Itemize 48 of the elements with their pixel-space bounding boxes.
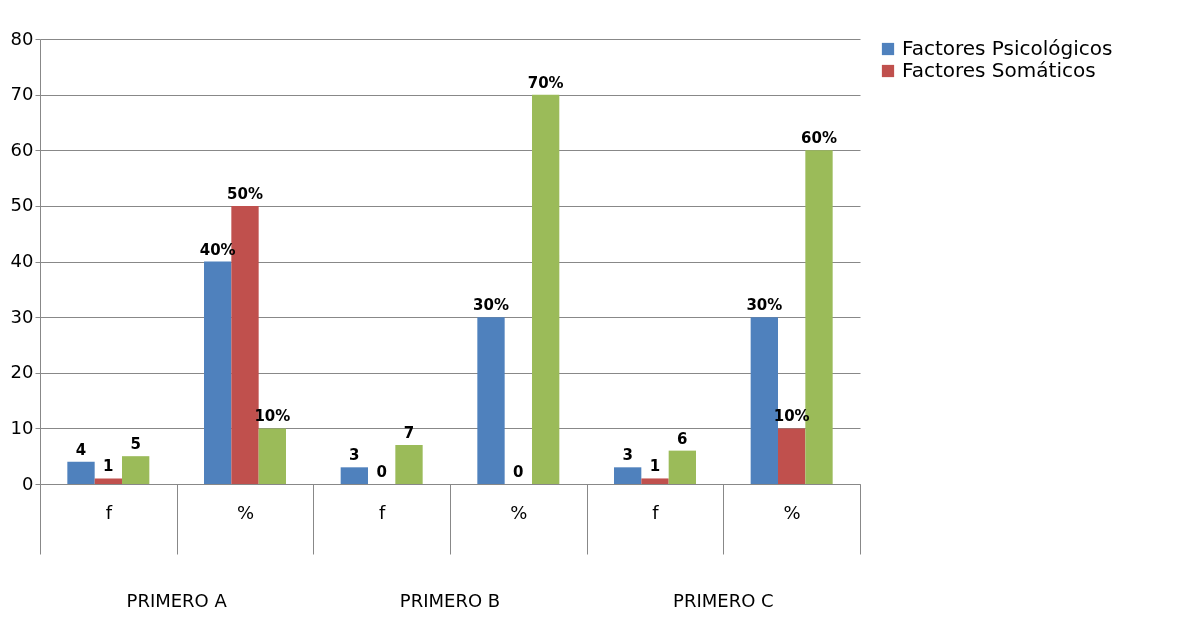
text: PRIMERO A: [126, 590, 228, 611]
y-tick-label: 10: [10, 416, 34, 438]
data-label: 60%: [801, 129, 837, 148]
y-tick-label: 70: [10, 83, 34, 105]
bar: [395, 445, 423, 484]
data-label: 3: [349, 446, 360, 465]
data-label: 0: [376, 463, 387, 481]
text: PRIMERO C: [673, 590, 774, 611]
bar: [668, 450, 696, 484]
data-label: 6: [677, 429, 688, 448]
x-tick-label: %: [783, 501, 801, 523]
y-tick-label: 0: [22, 472, 34, 494]
x-tick-label: %: [236, 501, 255, 523]
bar: [258, 428, 286, 484]
y-tick-label: 20: [10, 361, 34, 383]
legend-label: Factores Psicológicos: [902, 36, 1113, 60]
bar: [204, 261, 232, 484]
bar: [67, 461, 95, 484]
bar: [641, 478, 669, 484]
data-label: 1: [103, 457, 114, 476]
x-tick-label: %: [510, 501, 528, 523]
data-label: 7: [403, 424, 415, 443]
y-tick-label: 40: [10, 250, 34, 271]
y-tick-label: 30: [10, 305, 34, 327]
bar: [340, 467, 368, 484]
data-label: 30%: [746, 296, 783, 315]
legend-label: Factores Somáticos: [902, 58, 1096, 82]
data-label: 1: [649, 457, 661, 476]
data-label: 70%: [527, 73, 564, 92]
data-label: 4: [75, 440, 87, 459]
bar: [477, 317, 505, 484]
bar: [532, 94, 560, 484]
y-tick-label: 60: [10, 138, 34, 160]
data-label: 30%: [473, 296, 509, 315]
bar: [778, 428, 806, 484]
bar: [94, 478, 122, 484]
y-tick-label: 50: [10, 194, 34, 216]
text: PRIMERO B: [399, 590, 501, 611]
bar: [614, 467, 642, 484]
y-tick-label: 80: [10, 27, 34, 49]
data-label: 0: [513, 463, 524, 481]
x-tick-label: f: [652, 501, 660, 523]
data-label: 3: [622, 446, 633, 465]
x-tick-label: f: [378, 501, 386, 523]
bar: [122, 456, 150, 484]
data-label: 50%: [227, 184, 263, 203]
data-label: 5: [130, 435, 141, 454]
x-tick-label: f: [105, 501, 113, 523]
